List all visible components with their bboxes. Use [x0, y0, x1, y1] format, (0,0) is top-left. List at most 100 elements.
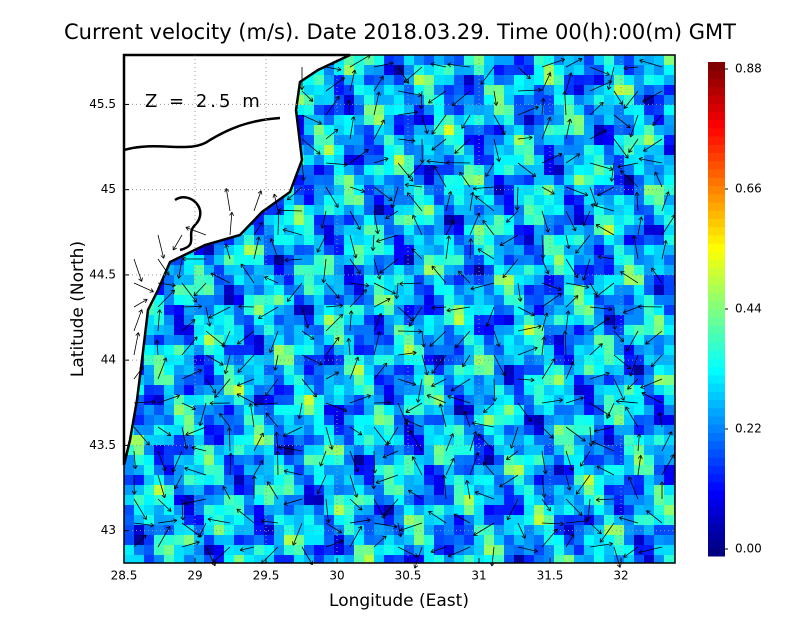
field-cell [394, 55, 404, 65]
field-cell [424, 405, 434, 415]
field-cell [424, 105, 434, 115]
field-cell [234, 525, 244, 535]
field-cell [134, 525, 144, 535]
field-cell [274, 515, 284, 525]
field-cell [454, 285, 464, 295]
field-cell [324, 525, 334, 535]
field-cell [454, 405, 464, 415]
field-cell [274, 505, 284, 515]
field-cell [134, 455, 144, 465]
field-cell [604, 345, 614, 355]
field-cell [634, 535, 644, 545]
field-cell [594, 555, 604, 563]
field-cell [624, 295, 634, 305]
field-cell [564, 425, 574, 435]
field-cell [614, 545, 624, 555]
field-cell [244, 425, 254, 435]
field-cell [564, 165, 574, 175]
field-cell [274, 255, 284, 265]
field-cell [544, 525, 554, 535]
field-cell [624, 175, 634, 185]
field-cell [364, 215, 374, 225]
field-cell [614, 475, 624, 485]
field-cell [214, 285, 224, 295]
colorbar-slice [708, 540, 725, 549]
field-cell [394, 365, 404, 375]
field-cell [254, 275, 264, 285]
field-cell [164, 315, 174, 325]
field-cell [284, 555, 294, 563]
field-cell [514, 335, 524, 345]
field-cell [274, 555, 284, 563]
field-cell [444, 445, 454, 455]
field-cell [584, 105, 594, 115]
field-cell [324, 385, 334, 395]
field-cell [154, 345, 164, 355]
field-cell [394, 425, 404, 435]
field-cell [134, 475, 144, 485]
field-cell [264, 535, 274, 545]
field-cell [514, 515, 524, 525]
colorbar-slice [708, 490, 725, 499]
field-cell [264, 445, 274, 455]
field-cell [494, 525, 504, 535]
field-cell [214, 465, 224, 475]
field-cell [554, 455, 564, 465]
field-cell [484, 495, 494, 505]
field-cell [534, 425, 544, 435]
field-cell [664, 285, 674, 295]
field-cell [664, 205, 674, 215]
field-cell [214, 255, 224, 265]
field-cell [444, 525, 454, 535]
field-cell [484, 285, 494, 295]
field-cell [574, 525, 584, 535]
field-cell [514, 365, 524, 375]
field-cell [594, 85, 604, 95]
field-cell [594, 235, 604, 245]
field-cell [374, 505, 384, 515]
colorbar-slice [708, 227, 725, 236]
field-cell [544, 145, 554, 155]
field-cell [324, 545, 334, 555]
field-cell [584, 375, 594, 385]
field-cell [194, 505, 204, 515]
field-cell [554, 305, 564, 315]
field-cell [454, 235, 464, 245]
field-cell [344, 495, 354, 505]
field-cell [314, 555, 324, 563]
field-cell [574, 445, 584, 455]
field-cell [414, 535, 424, 545]
field-cell [624, 455, 634, 465]
field-cell [644, 255, 654, 265]
field-cell [554, 325, 564, 335]
field-cell [454, 315, 464, 325]
field-cell [624, 55, 634, 65]
field-cell [344, 175, 354, 185]
field-cell [524, 305, 534, 315]
field-cell [374, 195, 384, 205]
field-cell [574, 495, 584, 505]
field-cell [534, 385, 544, 395]
field-cell [644, 525, 654, 535]
field-cell [344, 65, 354, 75]
field-cell [504, 285, 514, 295]
field-cell [524, 455, 534, 465]
field-cell [374, 395, 384, 405]
field-cell [284, 485, 294, 495]
field-cell [654, 295, 664, 305]
field-cell [434, 535, 444, 545]
field-cell [424, 165, 434, 175]
field-cell [534, 185, 544, 195]
field-cell [654, 415, 664, 425]
field-cell [254, 505, 264, 515]
field-cell [144, 475, 154, 485]
field-cell [534, 485, 544, 495]
field-cell [344, 465, 354, 475]
field-cell [494, 405, 504, 415]
field-cell [484, 265, 494, 275]
field-cell [374, 295, 384, 305]
field-cell [604, 155, 614, 165]
field-cell [564, 415, 574, 425]
field-cell [574, 375, 584, 385]
field-cell [344, 195, 354, 205]
